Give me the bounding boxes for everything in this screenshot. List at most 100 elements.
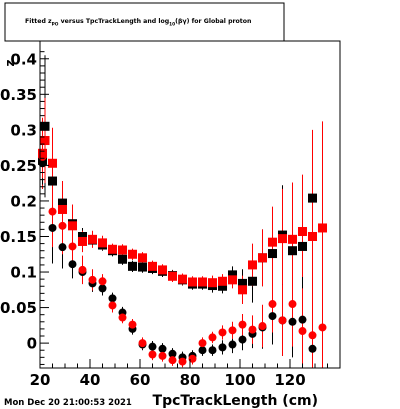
data-point-circle [178, 357, 187, 366]
data-point-square [308, 231, 317, 241]
data-point-square [168, 271, 177, 281]
data-point-square [238, 285, 247, 295]
chart-title: Fitted zPO versus TpcTrackLength and log… [25, 18, 251, 28]
data-point-square [258, 253, 267, 263]
data-point-circle [78, 265, 87, 274]
data-point-circle [48, 223, 57, 232]
data-point-square [268, 237, 277, 247]
data-point-square [40, 121, 50, 131]
data-point-circle [118, 313, 127, 322]
data-point-square [48, 176, 57, 186]
data-point-circle [248, 325, 257, 334]
data-point-square [248, 260, 257, 270]
data-point-square [218, 276, 227, 286]
data-point-circle [298, 315, 307, 324]
data-point-square [40, 136, 50, 146]
data-point-square [78, 236, 87, 246]
data-point-square [298, 241, 307, 251]
data-point-circle [148, 342, 157, 351]
data-point-square [188, 277, 197, 287]
data-point-square [288, 234, 297, 244]
data-point-square [58, 198, 67, 208]
data-point-circle [238, 335, 247, 344]
x-tick-label: 100 [224, 371, 255, 389]
data-point-circle [198, 339, 207, 348]
y-tick-label: 0.4 [10, 50, 37, 68]
y-tick-label: 0 [27, 335, 37, 353]
data-point-circle [288, 300, 297, 309]
data-point-square [128, 249, 137, 259]
data-point-circle [268, 300, 277, 309]
y-tick-label: 0.15 [0, 228, 37, 246]
data-point-circle [68, 260, 77, 269]
data-point-square [318, 223, 327, 233]
data-point-square [288, 246, 297, 256]
data-point-circle [168, 356, 177, 365]
data-point-circle [238, 320, 247, 329]
data-point-square [238, 278, 247, 288]
data-point-circle [138, 339, 147, 348]
data-point-square [198, 277, 207, 287]
y-tick-label: 0.05 [0, 299, 37, 317]
data-point-square [268, 249, 277, 259]
data-point-circle [298, 327, 307, 336]
data-point-circle [98, 284, 107, 293]
data-point-circle [88, 275, 97, 284]
data-point-circle [318, 323, 327, 332]
data-point-square [108, 244, 117, 254]
y-tick-label: 0.1 [10, 264, 37, 282]
data-point-circle [108, 301, 117, 310]
data-point-circle [158, 351, 167, 360]
y-axis-label: z [3, 59, 17, 66]
data-point-square [98, 238, 107, 248]
data-point-square [228, 270, 237, 280]
y-tick-label: 0.3 [10, 121, 37, 139]
x-tick-label: 20 [30, 371, 51, 389]
data-point-square [248, 276, 257, 286]
data-point-square [298, 227, 307, 237]
data-point-circle [168, 349, 177, 358]
data-point-square [138, 262, 147, 272]
data-point-square [208, 278, 217, 288]
data-point-square [228, 275, 237, 285]
data-point-square [128, 261, 137, 271]
data-point-circle [228, 340, 237, 349]
data-point-circle [308, 331, 317, 340]
x-axis-label: TpcTrackLength (cm) [153, 393, 318, 409]
data-point-circle [158, 344, 167, 353]
data-point-square [118, 245, 127, 255]
data-point-square [68, 221, 77, 231]
data-point-circle [218, 328, 227, 337]
data-point-square [178, 274, 187, 284]
data-point-square [158, 265, 167, 275]
data-point-circle [218, 343, 227, 352]
y-tick-label: 0.25 [0, 157, 37, 175]
x-tick-label: 80 [180, 371, 201, 389]
data-point-circle [128, 320, 137, 329]
title-box: Fitted zPO versus TpcTrackLength and log… [4, 2, 285, 42]
data-point-circle [288, 317, 297, 326]
x-tick-label: 60 [130, 371, 151, 389]
x-tick-label: 120 [274, 371, 305, 389]
data-point-square [308, 193, 317, 203]
data-point-circle [308, 344, 317, 353]
data-point-circle [108, 294, 117, 303]
data-point-square [138, 253, 147, 263]
data-point-circle [98, 277, 107, 286]
data-point-square [78, 231, 87, 241]
data-point-circle [258, 322, 267, 331]
x-axis-ticks: 20 40 60 80 100 120 [30, 359, 328, 389]
timestamp: Mon Dec 20 21:00:53 2021 [4, 398, 132, 408]
data-point-square [58, 204, 67, 214]
x-tick-label: 40 [80, 371, 101, 389]
data-markers [38, 121, 327, 366]
data-point-square [278, 234, 287, 244]
data-point-circle [48, 207, 57, 216]
data-point-square [218, 281, 227, 291]
y-tick-label: 0.2 [10, 192, 37, 210]
data-point-circle [208, 346, 217, 355]
data-point-circle [58, 221, 67, 230]
data-point-circle [68, 242, 77, 251]
